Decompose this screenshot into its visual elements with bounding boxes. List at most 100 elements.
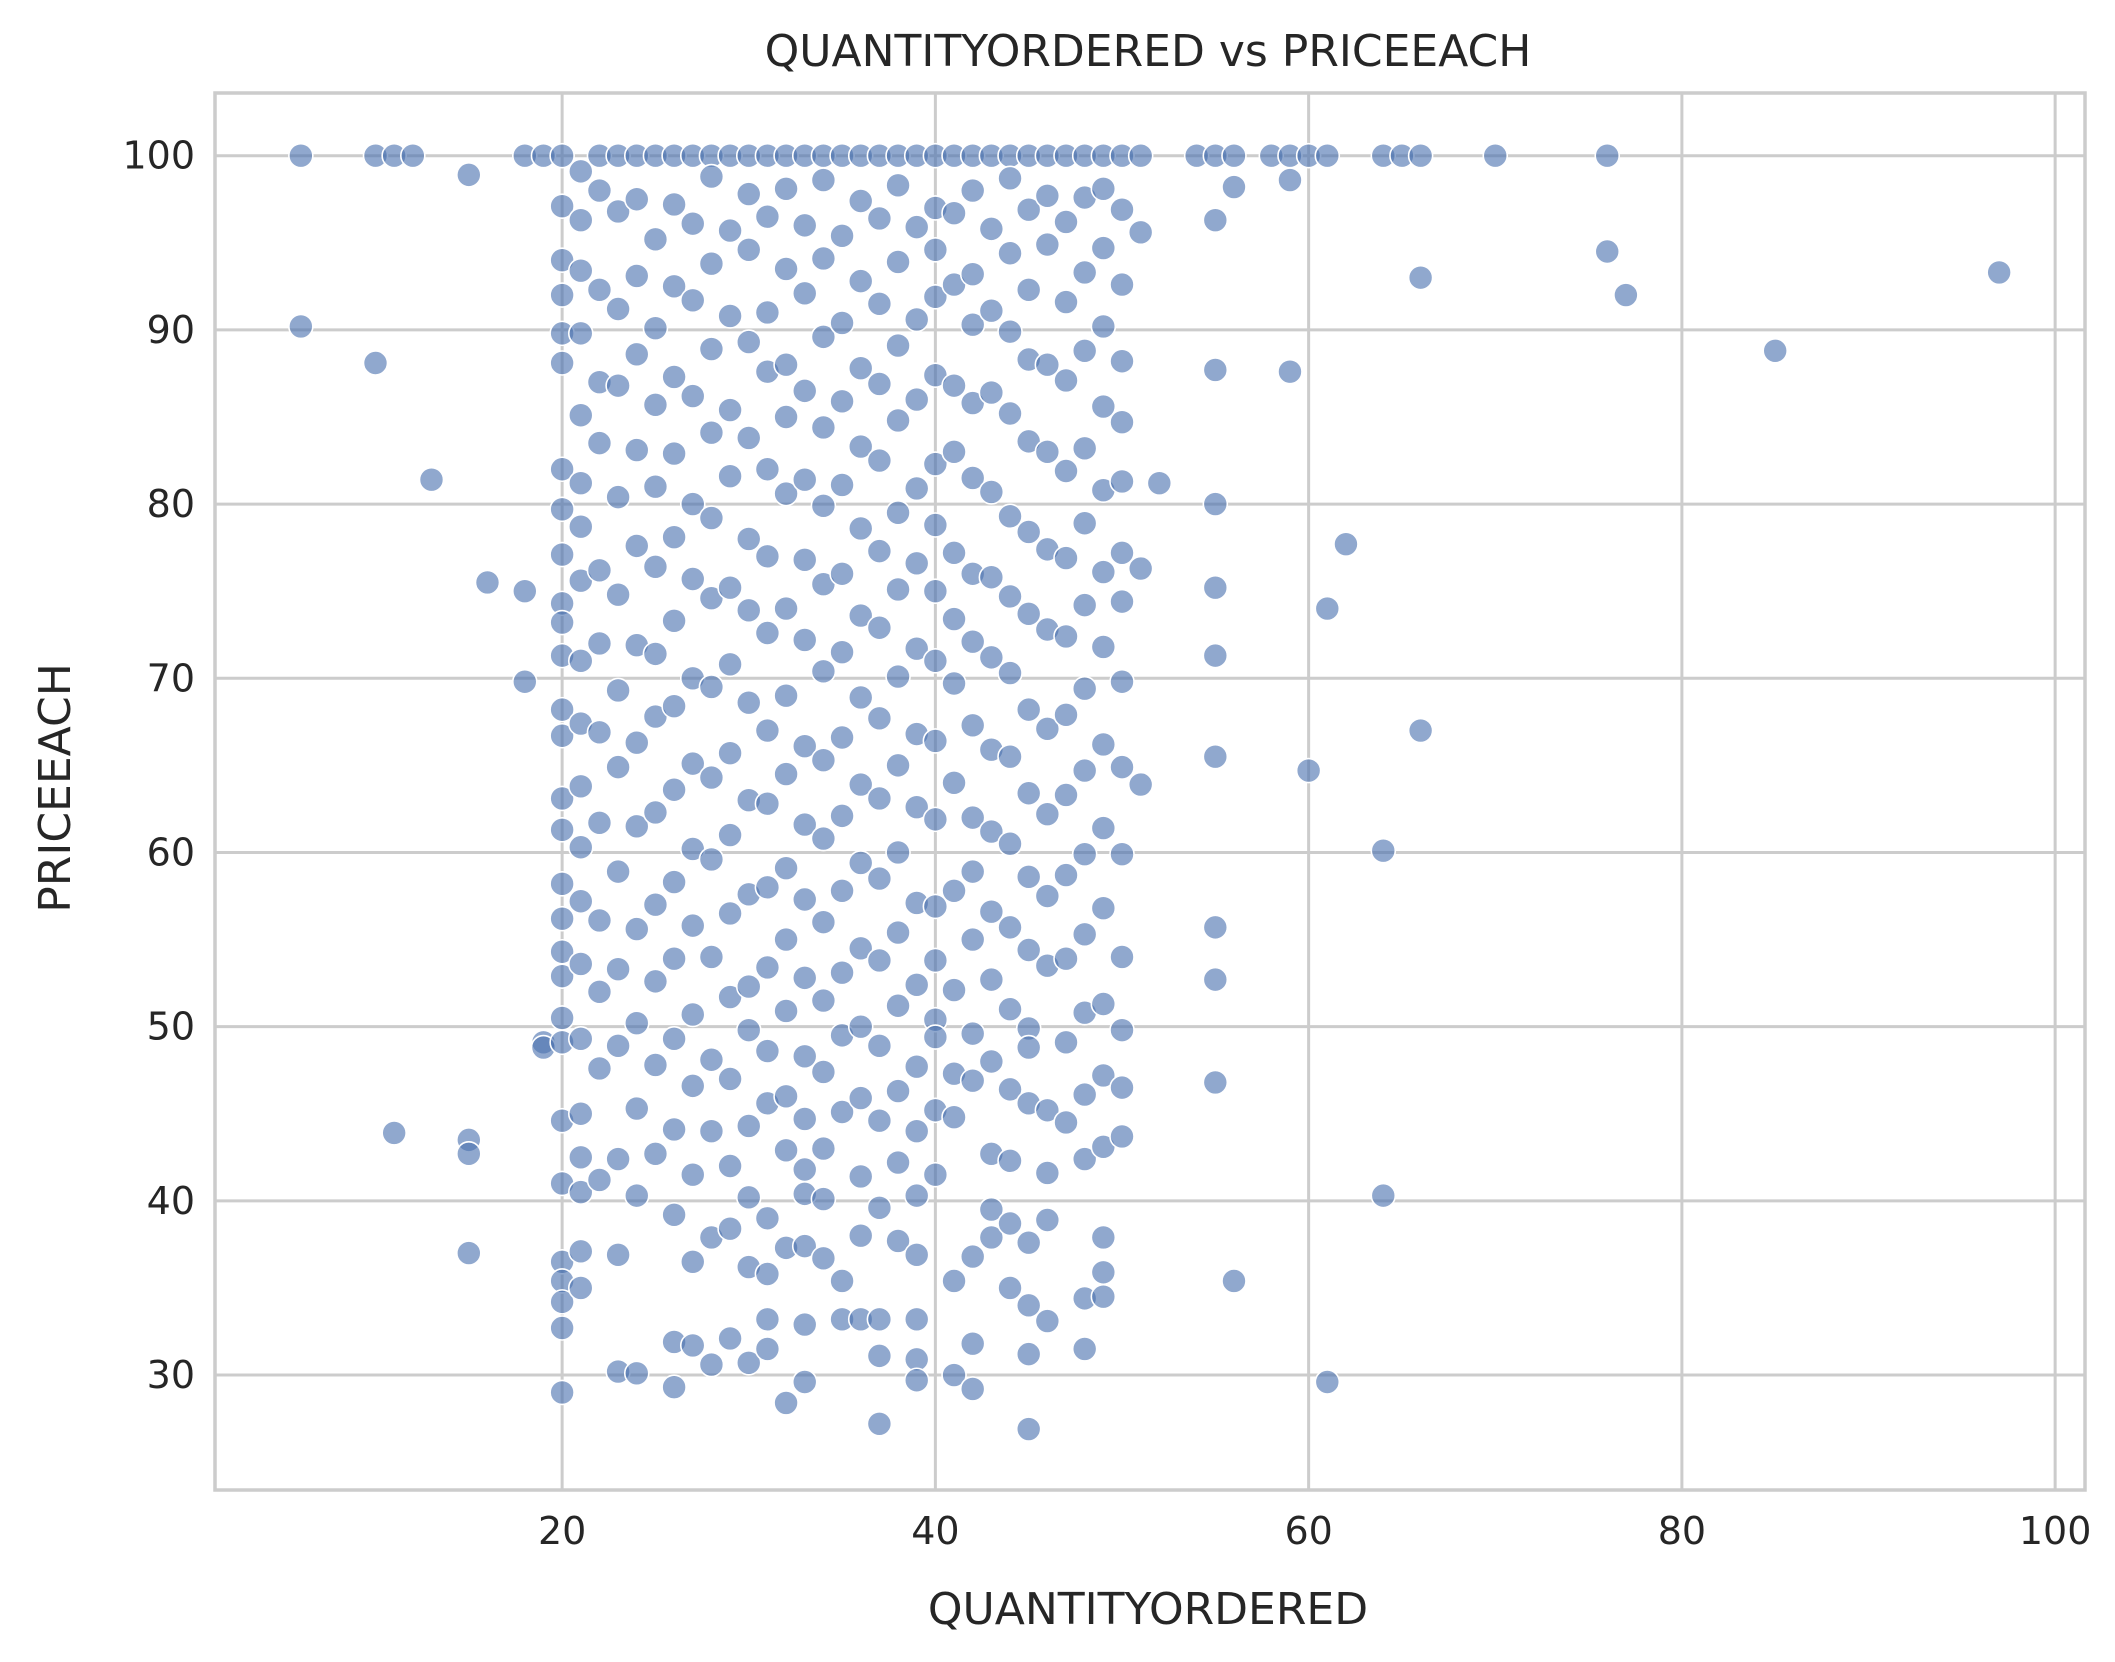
scatter-point [866, 1306, 893, 1333]
scatter-point [474, 569, 501, 596]
scatter-point [1109, 196, 1135, 223]
scatter-point [567, 257, 594, 284]
scatter-point [866, 1033, 893, 1059]
scatter-point [679, 1001, 706, 1028]
scatter-point [456, 162, 482, 188]
scatter-point [885, 663, 911, 690]
scatter-point [567, 1179, 594, 1205]
scatter-point [1034, 182, 1061, 209]
scatter-point [922, 1024, 949, 1050]
scatter-point [1314, 142, 1341, 169]
scatter-point [623, 1095, 650, 1122]
scatter-point [1202, 357, 1229, 383]
scatter-point [605, 858, 631, 885]
scatter-point [1109, 841, 1135, 868]
scatter-point [735, 1017, 762, 1043]
scatter-point [1015, 780, 1042, 807]
scatter-point [791, 1156, 818, 1183]
scatter-point [1071, 435, 1098, 462]
scatter-point [1407, 142, 1434, 169]
scatter-point [456, 1141, 482, 1167]
scatter-point [1109, 588, 1135, 615]
scatter-point [642, 1141, 669, 1167]
scatter-point [959, 177, 986, 204]
scatter-point [717, 822, 743, 848]
scatter-point [959, 1330, 986, 1357]
scatter-point [810, 1135, 837, 1162]
scatter-point [288, 313, 314, 340]
scatter-point [847, 1013, 874, 1040]
scatter-point [642, 891, 669, 918]
scatter-point [903, 1367, 930, 1394]
scatter-point [1202, 491, 1229, 517]
scatter-point [1090, 1283, 1117, 1310]
scatter-point [903, 306, 930, 333]
scatter-point [642, 968, 669, 995]
scatter-point [1594, 238, 1621, 265]
scatter-point [1090, 235, 1117, 261]
y-tick-label: 40 [147, 1179, 195, 1223]
scatter-point [717, 463, 743, 490]
scatter-point [698, 764, 725, 791]
scatter-point [642, 553, 669, 580]
scatter-point [791, 1311, 818, 1338]
scatter-point [885, 499, 911, 526]
scatter-point [941, 1268, 967, 1294]
scatter-point [1071, 1081, 1098, 1108]
scatter-point [549, 1289, 575, 1315]
scatter-point [623, 341, 650, 368]
scatter-point [1314, 595, 1341, 622]
scatter-point [605, 484, 631, 510]
scatter-point [885, 1228, 911, 1254]
scatter-point [1202, 207, 1229, 233]
scatter-point [1109, 540, 1135, 566]
scatter-point [829, 959, 855, 986]
scatter-point [605, 1033, 631, 1059]
scatter-point [773, 1390, 799, 1416]
scatter-point [754, 717, 781, 744]
scatter-point [1053, 623, 1079, 650]
scatter-point [941, 769, 967, 796]
scatter-point [791, 466, 818, 493]
scatter-point [997, 830, 1023, 857]
scatter-point [810, 1186, 837, 1212]
scatter-point [698, 846, 725, 873]
scatter-point [642, 799, 669, 826]
scatter-point [791, 1106, 818, 1132]
scatter-point [810, 825, 837, 852]
scatter-point [605, 956, 631, 982]
scatter-point [922, 1161, 949, 1188]
scatter-point [941, 670, 967, 697]
scatter-point [791, 627, 818, 653]
scatter-point [1090, 176, 1117, 202]
scatter-point [773, 682, 799, 709]
scatter-point [605, 296, 631, 322]
scatter-point [959, 712, 986, 739]
scatter-point [1053, 1109, 1079, 1136]
points-layer [288, 142, 2012, 1442]
scatter-point [810, 493, 837, 519]
scatter-point [679, 1332, 706, 1359]
scatter-point [623, 437, 650, 463]
scatter-point [1071, 757, 1098, 784]
scatter-point [661, 364, 687, 390]
scatter-point [1314, 1369, 1341, 1395]
scatter-point [829, 310, 855, 336]
scatter-point [791, 212, 818, 239]
scatter-point [810, 1245, 837, 1272]
scatter-point [978, 564, 1005, 591]
scatter-point [549, 456, 575, 483]
scatter-point [829, 388, 855, 415]
x-axis-label: QUANTITYORDERED [928, 1584, 1368, 1635]
scatter-point [1053, 782, 1079, 808]
scatter-point [1109, 1074, 1135, 1101]
scatter-point [885, 172, 911, 199]
scatter-point [623, 916, 650, 942]
scatter-point [717, 1153, 743, 1179]
scatter-point [1071, 510, 1098, 537]
scatter-point [1053, 545, 1079, 571]
scatter-point [586, 430, 613, 456]
scatter-point [1202, 966, 1229, 993]
scatter-point [717, 740, 743, 766]
